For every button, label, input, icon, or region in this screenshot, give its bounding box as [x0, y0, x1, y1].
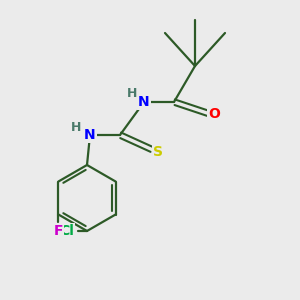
Text: H: H — [71, 121, 82, 134]
Text: H: H — [127, 87, 137, 100]
Text: S: S — [153, 145, 164, 158]
Text: F: F — [54, 224, 63, 238]
Text: N: N — [84, 128, 96, 142]
Text: N: N — [138, 95, 150, 109]
Text: O: O — [208, 107, 220, 121]
Text: Cl: Cl — [59, 224, 74, 238]
